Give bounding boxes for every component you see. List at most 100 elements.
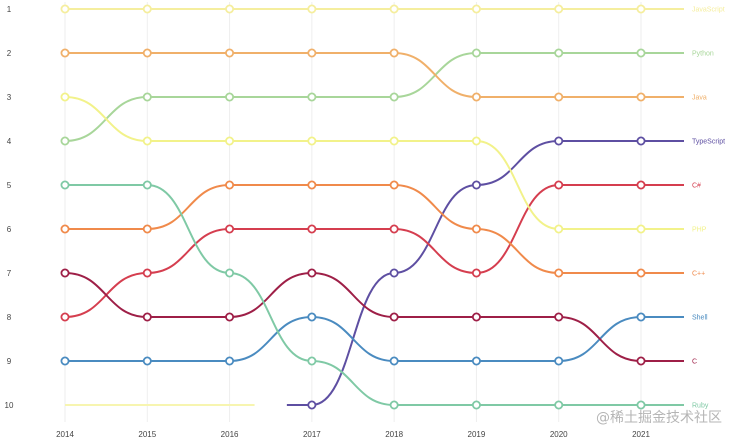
data-point-typescript — [307, 400, 317, 410]
data-point-c- — [307, 224, 317, 234]
data-point-python — [142, 92, 152, 102]
data-point-c — [636, 356, 646, 366]
data-point-c — [471, 312, 481, 322]
data-point-java — [471, 92, 481, 102]
data-point-shell — [60, 356, 70, 366]
data-point-javascript — [389, 4, 399, 14]
data-point-python — [307, 92, 317, 102]
data-point-shell — [307, 312, 317, 322]
rank-label: 3 — [7, 93, 12, 102]
data-point-c- — [225, 224, 235, 234]
data-point-python — [636, 48, 646, 58]
data-point-php — [471, 136, 481, 146]
series-label-typescript: TypeScript — [692, 139, 725, 146]
data-point-java — [307, 48, 317, 58]
data-point-python — [389, 92, 399, 102]
data-point-php — [225, 136, 235, 146]
data-point-javascript — [636, 4, 646, 14]
data-point-c- — [554, 268, 564, 278]
data-point-c- — [389, 224, 399, 234]
data-point-php — [554, 224, 564, 234]
series-lines — [64, 7, 684, 407]
data-point-c — [554, 312, 564, 322]
data-point-ruby — [554, 400, 564, 410]
series-label-c: C — [692, 359, 697, 366]
series-line-c — [64, 271, 684, 362]
year-label: 2016 — [221, 430, 239, 439]
data-point-c- — [142, 224, 152, 234]
data-point-javascript — [142, 4, 152, 14]
data-point-c- — [554, 180, 564, 190]
data-point-c- — [636, 180, 646, 190]
data-point-python — [471, 48, 481, 58]
year-label: 2020 — [550, 430, 568, 439]
watermark: @稀土掘金技术社区 — [596, 410, 722, 426]
data-point-ruby — [307, 356, 317, 366]
series-label-shell: Shell — [692, 315, 708, 322]
data-point-javascript — [225, 4, 235, 14]
year-label: 2018 — [385, 430, 403, 439]
series-line-php — [64, 96, 684, 231]
data-point-typescript — [471, 180, 481, 190]
data-point-php — [307, 136, 317, 146]
data-point-java — [389, 48, 399, 58]
data-point-c- — [60, 312, 70, 322]
rank-label: 1 — [7, 5, 12, 14]
data-point-shell — [554, 356, 564, 366]
data-point-shell — [471, 356, 481, 366]
data-point-php — [60, 92, 70, 102]
rank-label: 9 — [7, 357, 12, 366]
year-label: 2015 — [138, 430, 156, 439]
series-points — [60, 4, 646, 410]
data-point-javascript — [60, 4, 70, 14]
series-line-c- — [64, 183, 684, 318]
data-point-c- — [636, 268, 646, 278]
data-point-c- — [471, 224, 481, 234]
grid-lines — [64, 2, 642, 422]
rank-axis: 1 2 3 4 5 6 7 8 9 10 — [5, 5, 14, 410]
data-point-c- — [225, 180, 235, 190]
data-point-typescript — [389, 268, 399, 278]
data-point-ruby — [142, 180, 152, 190]
data-point-python — [60, 136, 70, 146]
series-label-c-: C++ — [692, 271, 705, 278]
rank-label: 10 — [5, 401, 14, 410]
data-point-c — [60, 268, 70, 278]
series-label-javascript: JavaScript — [692, 7, 725, 14]
series-line-shell — [65, 315, 684, 363]
data-point-c — [389, 312, 399, 322]
series-label-python: Python — [692, 51, 714, 58]
data-point-javascript — [471, 4, 481, 14]
rank-label: 6 — [7, 225, 12, 234]
series-label-ruby: Ruby — [692, 403, 709, 410]
data-point-typescript — [636, 136, 646, 146]
rank-label: 5 — [7, 181, 12, 190]
data-point-c — [307, 268, 317, 278]
series-label-java: Java — [692, 95, 707, 102]
data-point-c — [142, 312, 152, 322]
data-point-c- — [60, 224, 70, 234]
data-point-ruby — [636, 400, 646, 410]
series-labels: JavaScript Python Java TypeScript C# PHP C++ Sh… — [692, 7, 725, 410]
data-point-shell — [225, 356, 235, 366]
series-line-ruby — [64, 183, 684, 407]
rank-label: 8 — [7, 313, 12, 322]
year-label: 2019 — [468, 430, 486, 439]
data-point-c — [225, 312, 235, 322]
data-point-java — [142, 48, 152, 58]
data-point-c- — [142, 268, 152, 278]
rank-label: 2 — [7, 49, 12, 58]
data-point-typescript — [554, 136, 564, 146]
data-point-php — [142, 136, 152, 146]
data-point-c- — [471, 268, 481, 278]
data-point-php — [636, 224, 646, 234]
data-point-shell — [142, 356, 152, 366]
rank-label: 4 — [7, 137, 12, 146]
data-point-ruby — [389, 400, 399, 410]
data-point-javascript — [554, 4, 564, 14]
data-point-shell — [389, 356, 399, 366]
series-line-typescript — [286, 139, 684, 406]
series-label-php: PHP — [692, 227, 707, 234]
data-point-ruby — [60, 180, 70, 190]
year-label: 2014 — [56, 430, 74, 439]
